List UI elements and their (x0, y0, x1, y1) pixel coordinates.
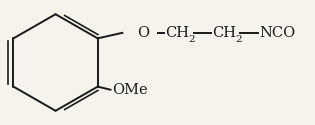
Text: OMe: OMe (112, 83, 148, 97)
Text: CH: CH (165, 26, 189, 40)
Text: NCO: NCO (260, 26, 296, 40)
Text: 2: 2 (188, 34, 195, 43)
Text: 2: 2 (235, 34, 242, 43)
Text: O: O (137, 26, 149, 40)
Text: CH: CH (212, 26, 236, 40)
